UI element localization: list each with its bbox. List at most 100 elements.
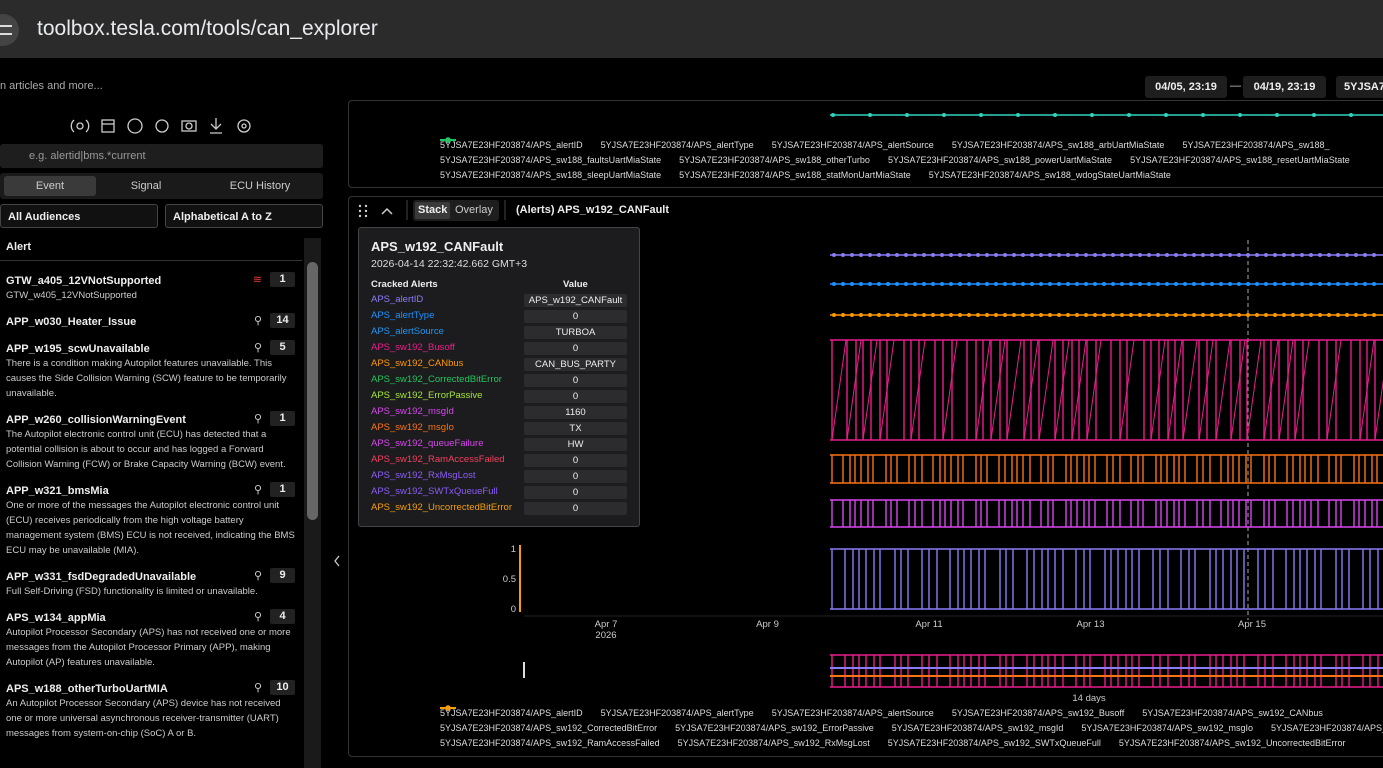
- legend-label: 5YJSA7E23HF203874/APS_sw188_statMonUartM…: [679, 169, 911, 180]
- trace-dot: [1147, 282, 1151, 286]
- legend-label: 5YJSA7E23HF203874/APS_sw192_msgIo: [1081, 722, 1253, 733]
- mode-button[interactable]: Overlay: [455, 204, 493, 216]
- trace-dot: [949, 313, 953, 317]
- trace-dot: [958, 282, 962, 286]
- tooltip-row-value: 0: [524, 342, 627, 355]
- tooltip-row-name: APS_sw192_CorrectedBitError: [371, 374, 502, 385]
- tooltip-row-value: CAN_BUS_PARTY: [524, 358, 627, 371]
- trace-dot: [1165, 313, 1169, 317]
- y-tick-label: 0: [511, 604, 516, 615]
- trace-dot: [1147, 253, 1151, 257]
- trace-dot: [931, 253, 935, 257]
- trace-dot: [967, 313, 971, 317]
- alert-count: 9: [270, 568, 295, 583]
- alert-item[interactable]: APP_w195_scwUnavailable 5 ⚲ There is a cond…: [6, 337, 302, 401]
- alert-description: An Autopilot Processor Secondary (APS) d…: [6, 698, 281, 739]
- trace-dot: [1372, 282, 1376, 286]
- tooltip-row-name: APS_alertSource: [371, 326, 444, 337]
- trace-dot: [1048, 313, 1052, 317]
- alert-item[interactable]: APS_w188_otherTurboUartMIA 10 ⚲ An Autopilo…: [6, 677, 302, 741]
- trace-dot: [1336, 313, 1340, 317]
- legend-label: 5YJSA7E23HF203874/APS_sw192_ErrorPassive: [675, 722, 874, 733]
- trace: [1006, 339, 1022, 441]
- alert-item[interactable]: APS_w134_appMia 4 ⚲ Autopilot Processor Sec…: [6, 606, 302, 670]
- date-from[interactable]: 04/05, 23:19: [1145, 76, 1227, 98]
- tab[interactable]: Signal: [130, 180, 162, 192]
- trace-dot: [1228, 313, 1232, 317]
- trace: [910, 339, 926, 441]
- legend-swatch: [440, 705, 456, 711]
- trace-dot: [1237, 282, 1241, 286]
- trace-dot: [1210, 282, 1214, 286]
- alert-description: Full Self-Driving (FSD) functionality is…: [6, 586, 258, 597]
- trace: [1374, 379, 1383, 441]
- legend-label: 5YJSA7E23HF203874/APS_sw192_CANbus: [1142, 707, 1323, 718]
- legend-item[interactable]: 5YJSA7E23HF203874/APS_sw188_wdogStateUar…: [440, 137, 1171, 180]
- trace-dot: [967, 282, 971, 286]
- trace-dot: [1129, 313, 1133, 317]
- mode-button[interactable]: Stack: [418, 204, 448, 216]
- legend-item[interactable]: 5YJSA7E23HF203874/APS_sw192_UncorrectedB…: [440, 705, 1346, 748]
- alert-item[interactable]: APP_w260_collisionWarningEvent 1 ⚲ The Auto…: [6, 408, 302, 472]
- trace: [1326, 339, 1342, 441]
- date-to[interactable]: 04/19, 23:19: [1243, 76, 1326, 98]
- trace-dot: [1129, 282, 1133, 286]
- trace-dot: [1093, 282, 1097, 286]
- trace-dot: [1039, 253, 1043, 257]
- alert-item[interactable]: GTW_a405_12VNotSupported 1 ≋ GTW_w405_12VNo…: [6, 269, 302, 303]
- trace-dot: [985, 313, 989, 317]
- trace-dot: [1039, 282, 1043, 286]
- trace-dot: [1354, 313, 1358, 317]
- trace-dot: [922, 253, 926, 257]
- trace-dot: [1201, 253, 1205, 257]
- alert-item[interactable]: APP_w331_fsdDegradedUnavailable 9 ⚲ Full Se…: [6, 565, 302, 599]
- trace-dot: [1300, 282, 1304, 286]
- trace-dot: [1174, 282, 1178, 286]
- alert-item[interactable]: APP_w030_Heater_Issue 14 ⚲: [6, 310, 302, 329]
- trace-dot: [1120, 313, 1124, 317]
- legend-label: 5YJSA7E23HF203874/APS_alertType: [600, 707, 754, 718]
- scroll-thumb[interactable]: [307, 262, 318, 520]
- tooltip: APS_w192_CANFault 2026-04-14 22:32:42.66…: [358, 227, 640, 527]
- alert-icon: ⚲: [253, 682, 262, 694]
- search[interactable]: n articles and more...: [0, 80, 103, 92]
- trace-dot: [1327, 282, 1331, 286]
- alert-description: One or more of the messages the Autopilo…: [6, 500, 295, 556]
- trace-dot: [1291, 253, 1295, 257]
- trace-dot: [967, 253, 971, 257]
- alert-item[interactable]: APP_w321_bmsMia 1 ⚲ One or more of the mess…: [6, 479, 302, 558]
- url[interactable]: toolbox.tesla.com/tools/can_explorer: [37, 17, 378, 40]
- audience-dropdown[interactable]: All Audiences: [0, 204, 158, 228]
- trace-dot: [922, 282, 926, 286]
- trace-dot: [1129, 253, 1133, 257]
- tab[interactable]: ECU History: [229, 180, 291, 192]
- trace-dot: [868, 313, 872, 317]
- tab[interactable]: Event: [35, 180, 65, 192]
- trace: [1054, 339, 1070, 441]
- trace-dot: [994, 282, 998, 286]
- trace-dot: [1111, 253, 1115, 257]
- trace-dot: [1228, 282, 1232, 286]
- trace-dot: [958, 253, 962, 257]
- vin[interactable]: 5YJSA7: [1336, 76, 1383, 98]
- trace-dot: [1345, 313, 1349, 317]
- divider: [0, 260, 302, 261]
- trace-dot: [1349, 113, 1353, 117]
- tooltip-row-value: 1160: [524, 406, 627, 419]
- trace-dot: [1174, 253, 1178, 257]
- trace: [990, 339, 1006, 441]
- filter-box[interactable]: [0, 144, 323, 168]
- trace-dot: [1156, 282, 1160, 286]
- sort-dropdown[interactable]: Alphabetical A to Z: [165, 204, 323, 228]
- trace-dot: [976, 253, 980, 257]
- tooltip-row-name: APS_sw192_msgIo: [371, 422, 454, 433]
- trace-dot: [859, 282, 863, 286]
- legend-label: 5YJSA7E23HF203874/APS_sw192_Busoff: [951, 707, 1125, 718]
- legend-label: 5YJSA7E23HF203874/APS_sw188_wdogStateUar…: [928, 169, 1171, 180]
- trace-dot: [904, 282, 908, 286]
- trace-dot: [1066, 313, 1070, 317]
- trace-dot: [1282, 253, 1286, 257]
- x-tick-label: Apr 11: [915, 619, 942, 630]
- trace-dot: [913, 282, 917, 286]
